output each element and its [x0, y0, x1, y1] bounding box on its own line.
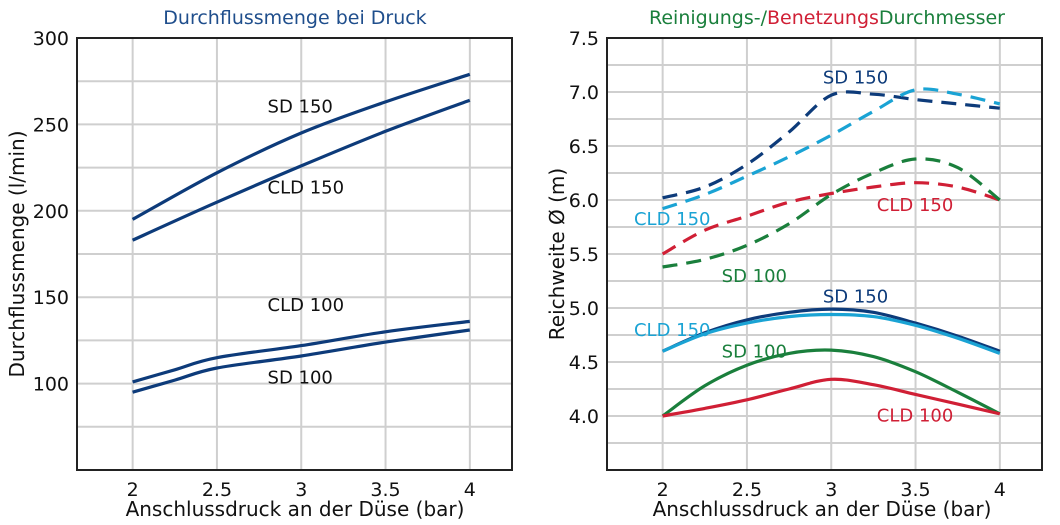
flow-chart-y-tick-label: 300: [33, 28, 69, 50]
flow-chart-annotation: CLD 150: [268, 178, 345, 199]
range-chart-y-tick-label: 4.5: [569, 352, 599, 374]
range-chart: Reinigungs-/BenetzungsDurchmesser 4.0 4.5…: [545, 7, 1043, 521]
range-chart-title-part-1: Reinigungs-/: [649, 7, 768, 29]
range-chart-y-tick-label: 7.5: [569, 28, 599, 50]
flow-chart-x-tick-label: 4: [464, 479, 476, 501]
flow-chart-x-tick-label: 3.5: [370, 479, 400, 501]
range-chart-y-tick-label: 7.0: [569, 82, 599, 104]
flow-chart-annotation: SD 150: [268, 96, 333, 117]
range-chart-series-solid-sd-100: [661, 348, 1001, 418]
flow-chart-y-tick-label: 150: [33, 287, 69, 309]
flow-chart-x-tick-label: 2.5: [202, 479, 232, 501]
range-chart-series-dashed-cld-150: [661, 181, 1001, 256]
range-chart-series-solid-cld-150: [661, 312, 1001, 355]
range-chart-series-dashed-sd-100: [662, 157, 1001, 269]
flow-chart-y-tick-label: 250: [33, 114, 69, 136]
range-chart-y-tick-label: 6.5: [569, 136, 599, 158]
range-chart-annotation: SD 150: [823, 67, 888, 88]
flow-chart-series: [131, 72, 471, 394]
range-chart-x-label: Anschlussdruck an der Düse (bar): [653, 497, 992, 521]
range-chart-y-ticks: 4.0 4.5 5.0 5.5 6.0 6.5 7.0 7.5: [569, 28, 599, 428]
flow-chart-series-solid-sd-100: [132, 328, 471, 394]
flow-chart-annotation: SD 100: [268, 368, 333, 389]
flow-chart-frame: [76, 37, 513, 471]
flow-chart-x-tick-label: 3: [295, 479, 307, 501]
flow-chart-y-label: Durchflussmenge (l/min): [5, 130, 29, 377]
range-chart-y-tick-label: 5.5: [569, 244, 599, 266]
range-chart-title: Reinigungs-/BenetzungsDurchmesser: [649, 7, 1005, 29]
range-chart-title-part-2: Benetzungs: [767, 7, 879, 29]
range-chart-annotation: CLD 150: [877, 195, 954, 216]
range-chart-y-tick-label: 6.0: [569, 190, 599, 212]
flow-chart-title: Durchflussmenge bei Druck: [163, 7, 426, 29]
range-chart-frame: [606, 37, 1043, 471]
range-chart-annotation: SD 150: [823, 287, 888, 308]
range-chart-series: [661, 87, 1001, 418]
range-chart-x-ticks: 2 2.5 3 3.5 4: [657, 479, 1006, 501]
flow-chart-y-tick-label: 100: [33, 374, 69, 396]
range-chart-x-tick-label: 2.5: [732, 479, 762, 501]
range-chart-title-part-3: Durchmesser: [879, 7, 1005, 29]
flow-chart-series-solid-cld-150: [131, 98, 471, 242]
range-chart-x-tick-label: 3.5: [900, 479, 930, 501]
range-chart-annotation: CLD 100: [877, 405, 954, 426]
range-chart-annotation: SD 100: [722, 342, 787, 363]
flow-chart-series-solid-cld-100: [132, 319, 470, 384]
range-chart-x-tick-label: 4: [994, 479, 1006, 501]
flow-chart: Durchflussmenge bei Druck 100 150 200 250 30…: [5, 7, 513, 521]
range-chart-series-solid-sd-150: [661, 307, 1001, 353]
flow-chart-annotation: CLD 100: [268, 295, 345, 316]
range-chart-annotation: CLD 150: [634, 209, 711, 230]
range-chart-x-tick-label: 3: [825, 479, 837, 501]
flow-chart-y-tick-label: 200: [33, 201, 69, 223]
flow-chart-x-ticks: 2 2.5 3 3.5 4: [127, 479, 476, 501]
range-chart-annotations: SD 150 CLD 150 CLD 150 SD 100 SD 150 CLD 150 S…: [634, 67, 953, 426]
flow-chart-y-ticks: 100 150 200 250 300: [33, 28, 69, 396]
range-chart-series-dashed-sd-150: [662, 90, 1000, 200]
range-chart-y-label: Reichweite Ø (m): [545, 168, 569, 340]
flow-chart-series-solid-sd-150: [131, 72, 471, 221]
range-chart-annotation: CLD 150: [634, 320, 711, 341]
range-chart-annotation: SD 100: [722, 266, 787, 287]
range-chart-x-tick-label: 2: [657, 479, 669, 501]
range-chart-grid: [607, 38, 1042, 470]
flow-chart-x-label: Anschlussdruck an der Düse (bar): [126, 497, 465, 521]
range-chart-y-tick-label: 5.0: [569, 298, 599, 320]
range-chart-series-solid-cld-100: [662, 377, 1001, 418]
flow-chart-x-tick-label: 2: [127, 479, 139, 501]
range-chart-y-tick-label: 4.0: [569, 406, 599, 428]
flow-chart-annotations: SD 150 CLD 150 CLD 100 SD 100: [268, 96, 345, 388]
range-chart-series-dashed-cld-150: [662, 87, 1001, 211]
